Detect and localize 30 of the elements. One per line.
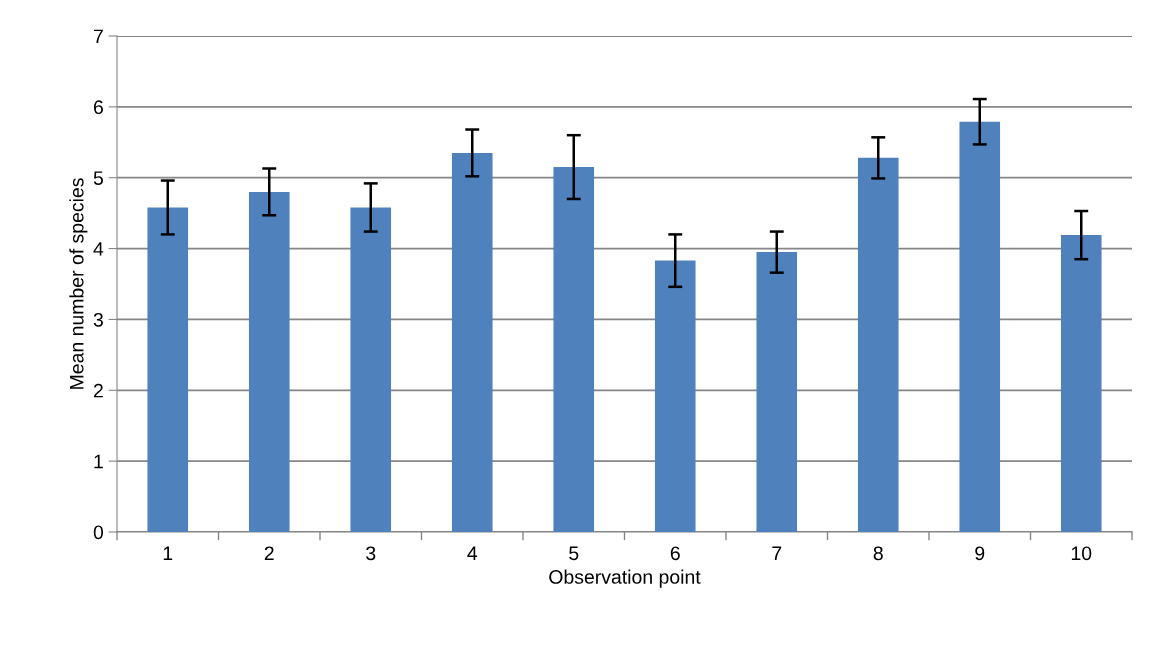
y-tick-label: 5 xyxy=(93,171,103,185)
y-tick-label: 6 xyxy=(93,100,103,115)
bar xyxy=(553,167,595,532)
bar xyxy=(350,207,392,532)
y-tick-label: 7 xyxy=(93,29,103,44)
bar xyxy=(857,157,899,532)
bar xyxy=(451,152,493,532)
y-tick-label: 2 xyxy=(93,383,103,398)
x-tick-label: 10 xyxy=(1071,546,1092,561)
x-tick-label: 6 xyxy=(670,546,680,561)
y-tick-label: 3 xyxy=(93,312,103,327)
bar xyxy=(654,260,696,532)
x-tick-label: 1 xyxy=(163,546,173,560)
x-axis-title: Observation point xyxy=(549,569,701,588)
bar xyxy=(959,121,1001,532)
x-tick-label: 7 xyxy=(772,546,782,560)
bar xyxy=(1060,235,1102,532)
y-tick-label: 1 xyxy=(94,454,103,469)
x-tick-label: 8 xyxy=(873,546,883,561)
x-tick-label: 4 xyxy=(467,546,478,560)
y-tick-label: 4 xyxy=(93,242,104,256)
bar xyxy=(756,252,798,532)
x-tick-label: 3 xyxy=(366,546,376,561)
bar xyxy=(147,207,189,532)
y-axis-title: Mean number of species xyxy=(69,178,88,389)
x-tick-label: 5 xyxy=(569,546,579,561)
y-tick-label: 0 xyxy=(93,525,104,540)
x-tick-label: 2 xyxy=(264,546,274,560)
x-tick-label: 9 xyxy=(975,546,985,561)
bar xyxy=(248,191,290,532)
